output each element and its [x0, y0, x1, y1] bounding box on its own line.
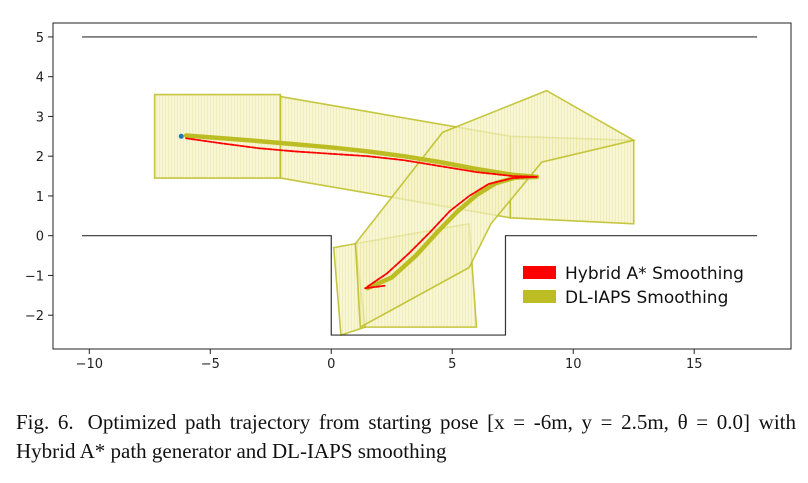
y-tick-label: 5 [36, 31, 44, 46]
legend: Hybrid A* Smoothing DL-IAPS Smoothing [523, 264, 744, 308]
corridor-layer [153, 89, 636, 337]
y-tick-label: −1 [25, 269, 44, 284]
y-tick-label: −2 [25, 309, 44, 324]
boundary-layer [82, 36, 758, 336]
series-line-1 [183, 133, 540, 180]
y-tick-label: 2 [36, 150, 44, 165]
corridor-5 [354, 89, 636, 329]
caption-text: Optimized path trajectory from starting … [16, 410, 796, 463]
series-line-0 [185, 137, 538, 178]
legend-label-dl-iaps: DL-IAPS Smoothing [565, 288, 728, 308]
legend-label-hybrid: Hybrid A* Smoothing [565, 264, 744, 284]
axes-frame [52, 22, 792, 350]
y-axis-ticks: −2 −1 0 1 2 3 4 5 [25, 31, 53, 324]
boundary-line-1 [82, 235, 758, 336]
x-axis-ticks: −10 −5 0 5 10 15 [76, 349, 703, 372]
figure-caption: Fig. 6. Optimized path trajectory from st… [16, 408, 796, 466]
caption-label: Fig. 6. [16, 410, 74, 434]
y-tick-label: 0 [36, 230, 44, 245]
x-tick-label: 15 [686, 357, 703, 372]
y-tick-label: 4 [36, 71, 44, 86]
x-tick-label: −10 [76, 357, 103, 372]
legend-swatch-hybrid [523, 266, 556, 279]
series-layer [178, 133, 540, 291]
y-tick-label: 3 [36, 110, 44, 125]
y-tick-label: 1 [36, 190, 44, 205]
series-line-2 [366, 175, 538, 288]
x-tick-label: 0 [327, 357, 335, 372]
series-line-4 [364, 284, 386, 290]
start-point [178, 133, 184, 139]
legend-swatch-dl-iaps [523, 290, 556, 303]
x-tick-label: 10 [565, 357, 582, 372]
x-tick-label: 5 [448, 357, 456, 372]
x-tick-label: −5 [201, 357, 220, 372]
